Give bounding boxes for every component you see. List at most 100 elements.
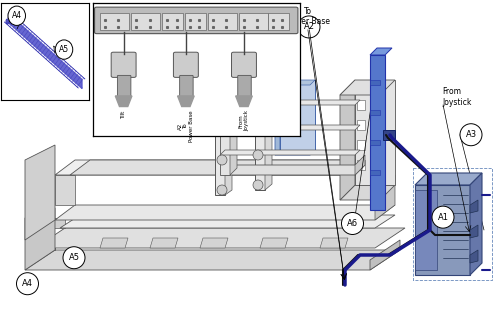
Circle shape bbox=[253, 150, 263, 160]
Polygon shape bbox=[225, 42, 232, 195]
Text: A1: A1 bbox=[438, 213, 448, 222]
Text: A5: A5 bbox=[68, 253, 80, 262]
FancyBboxPatch shape bbox=[100, 13, 129, 30]
Polygon shape bbox=[275, 150, 315, 155]
Text: A4: A4 bbox=[22, 279, 33, 288]
Polygon shape bbox=[340, 80, 395, 95]
Polygon shape bbox=[415, 185, 470, 275]
Polygon shape bbox=[280, 80, 315, 150]
FancyBboxPatch shape bbox=[238, 75, 251, 97]
FancyBboxPatch shape bbox=[111, 52, 136, 77]
Polygon shape bbox=[375, 175, 395, 220]
Polygon shape bbox=[35, 228, 405, 248]
Polygon shape bbox=[370, 170, 380, 175]
Polygon shape bbox=[220, 85, 230, 175]
Polygon shape bbox=[340, 80, 355, 200]
FancyBboxPatch shape bbox=[268, 13, 288, 30]
Polygon shape bbox=[415, 190, 437, 270]
Polygon shape bbox=[275, 80, 280, 155]
Polygon shape bbox=[55, 160, 395, 175]
Polygon shape bbox=[470, 200, 478, 213]
Polygon shape bbox=[25, 250, 400, 270]
Polygon shape bbox=[178, 96, 194, 107]
Text: A2
To
Power Base: A2 To Power Base bbox=[178, 111, 194, 142]
Circle shape bbox=[217, 155, 227, 165]
Polygon shape bbox=[25, 208, 55, 270]
Polygon shape bbox=[60, 215, 395, 228]
Polygon shape bbox=[220, 100, 360, 105]
Polygon shape bbox=[357, 120, 365, 130]
Text: A2: A2 bbox=[304, 23, 314, 31]
FancyBboxPatch shape bbox=[239, 13, 268, 30]
Circle shape bbox=[342, 212, 363, 235]
Polygon shape bbox=[25, 240, 55, 250]
Polygon shape bbox=[383, 130, 395, 140]
Polygon shape bbox=[357, 140, 365, 150]
FancyBboxPatch shape bbox=[232, 52, 256, 77]
Polygon shape bbox=[236, 96, 252, 107]
Polygon shape bbox=[200, 238, 228, 248]
Polygon shape bbox=[355, 80, 395, 185]
Polygon shape bbox=[150, 238, 178, 248]
Polygon shape bbox=[215, 45, 225, 195]
Polygon shape bbox=[370, 48, 392, 55]
Polygon shape bbox=[370, 80, 380, 85]
Polygon shape bbox=[370, 110, 380, 115]
Polygon shape bbox=[355, 155, 365, 175]
Polygon shape bbox=[220, 150, 360, 155]
Polygon shape bbox=[370, 55, 385, 210]
FancyBboxPatch shape bbox=[131, 13, 160, 30]
Polygon shape bbox=[225, 155, 235, 165]
Text: Tilt: Tilt bbox=[121, 111, 126, 119]
Polygon shape bbox=[415, 173, 482, 185]
Circle shape bbox=[432, 206, 454, 228]
Polygon shape bbox=[265, 46, 272, 190]
Circle shape bbox=[253, 180, 263, 190]
Text: A3: A3 bbox=[466, 130, 476, 139]
Text: To
Power Base: To Power Base bbox=[286, 7, 330, 26]
Polygon shape bbox=[230, 80, 237, 175]
Text: A4: A4 bbox=[12, 11, 22, 20]
Polygon shape bbox=[225, 165, 365, 175]
Polygon shape bbox=[470, 173, 482, 275]
Polygon shape bbox=[210, 44, 275, 50]
Polygon shape bbox=[55, 175, 75, 205]
Circle shape bbox=[217, 185, 227, 195]
Circle shape bbox=[16, 273, 38, 295]
FancyBboxPatch shape bbox=[208, 13, 236, 30]
Polygon shape bbox=[116, 96, 132, 107]
Text: From
Joystick: From Joystick bbox=[238, 111, 250, 132]
Polygon shape bbox=[6, 19, 10, 23]
Polygon shape bbox=[220, 125, 360, 130]
Circle shape bbox=[298, 16, 320, 38]
Text: From
Joystick: From Joystick bbox=[442, 87, 472, 107]
Polygon shape bbox=[470, 250, 478, 263]
Polygon shape bbox=[35, 218, 65, 228]
Circle shape bbox=[8, 6, 25, 25]
Circle shape bbox=[460, 124, 482, 146]
Polygon shape bbox=[370, 240, 400, 270]
Polygon shape bbox=[215, 42, 232, 45]
Polygon shape bbox=[100, 238, 128, 248]
FancyBboxPatch shape bbox=[185, 13, 206, 30]
Polygon shape bbox=[275, 80, 315, 85]
Polygon shape bbox=[25, 145, 55, 240]
Polygon shape bbox=[357, 160, 365, 170]
Polygon shape bbox=[370, 140, 380, 145]
Polygon shape bbox=[255, 50, 265, 190]
Polygon shape bbox=[320, 238, 348, 248]
Polygon shape bbox=[357, 100, 365, 110]
FancyBboxPatch shape bbox=[118, 75, 131, 97]
FancyBboxPatch shape bbox=[94, 7, 298, 34]
Circle shape bbox=[55, 40, 73, 59]
Polygon shape bbox=[260, 238, 288, 248]
Polygon shape bbox=[340, 185, 395, 200]
Polygon shape bbox=[470, 225, 478, 238]
FancyBboxPatch shape bbox=[174, 52, 199, 77]
Polygon shape bbox=[70, 160, 390, 175]
Polygon shape bbox=[55, 205, 395, 220]
FancyBboxPatch shape bbox=[180, 75, 193, 97]
FancyBboxPatch shape bbox=[162, 13, 183, 30]
Text: A6: A6 bbox=[347, 219, 358, 228]
Circle shape bbox=[63, 247, 85, 269]
